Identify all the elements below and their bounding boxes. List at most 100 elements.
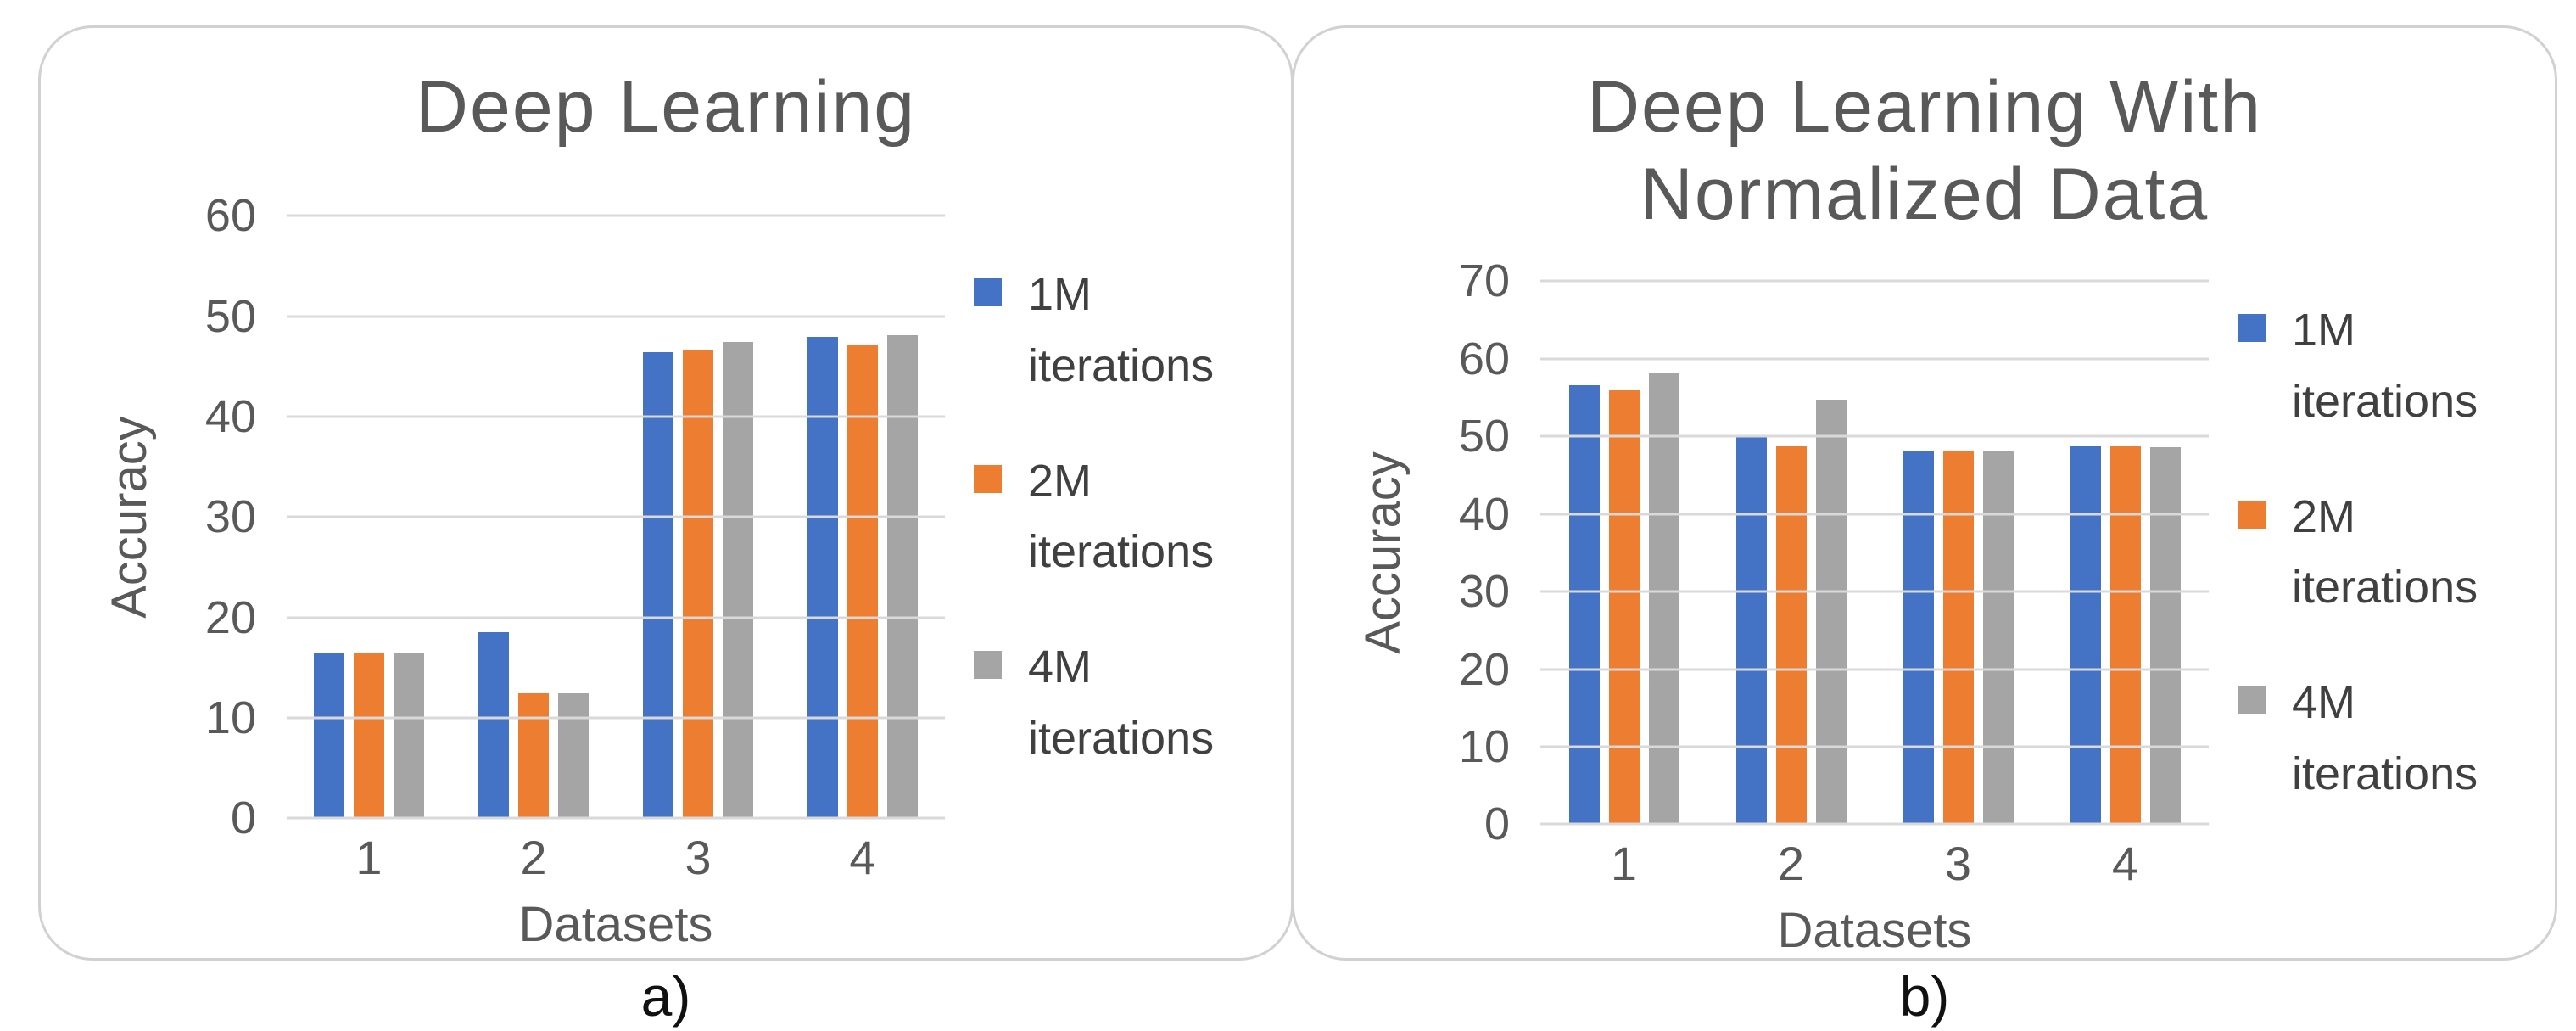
bar-2m-cat4 [2109, 446, 2141, 825]
bar-group-3 [616, 216, 780, 819]
bar-2m-cat2 [518, 693, 549, 819]
legend-label-line: iterations [2292, 562, 2478, 614]
x-axis-ticks: 1 2 3 4 [1540, 824, 2209, 902]
bar-group-1 [287, 216, 451, 819]
y-axis-title: Accuracy [101, 415, 157, 619]
bar-1m-cat3 [1903, 450, 1934, 825]
plot-column: 0 10 20 30 40 50 60 70 1 2 3 4 Datasets [1422, 258, 2209, 959]
bars-layer [287, 216, 945, 819]
y-axis-ticks: 0 10 20 30 40 50 60 70 [1422, 258, 1540, 847]
gridline-y-10 [287, 716, 945, 720]
y-tick-label-0: 0 [230, 793, 256, 844]
x-tick-label-2: 2 [1777, 836, 1805, 890]
legend-label-line: iterations [1028, 712, 1215, 764]
legend-label-line: 4M [2292, 677, 2356, 729]
gridline-y-30 [287, 515, 945, 518]
legend-label: 2M iterations [2292, 482, 2506, 624]
chart-panel-b: Deep Learning With Normalized Data Accura… [1292, 25, 2557, 961]
legend-item-2m: 2M iterations [974, 446, 1242, 588]
chart-body: Accuracy 0 10 20 30 40 50 60 70 1 2 3 4 Datasets 1… [1344, 258, 2506, 959]
bar-1m-cat4 [807, 337, 838, 819]
y-tick-label-10: 10 [1458, 720, 1510, 772]
y-tick-label-70: 70 [1458, 255, 1510, 307]
x-tick-label-4: 4 [2111, 836, 2139, 890]
chart-title: Deep Learning With Normalized Data [1344, 64, 2506, 238]
legend-label-line: 2M [1028, 455, 1092, 507]
x-axis-title: Datasets [1777, 903, 1972, 959]
legend: 1M iterations 2M iterations 4M iterations [2209, 281, 2506, 824]
legend-swatch-icon [2238, 500, 2266, 529]
bar-4m-cat1 [1648, 373, 1679, 825]
bar-group-4 [2042, 281, 2209, 825]
x-axis-ticks: 1 2 3 4 [287, 818, 945, 896]
legend-swatch-icon [974, 650, 1002, 679]
legend-label: 4M iterations [1028, 632, 1242, 774]
plot-area [1540, 279, 2209, 826]
bar-4m-cat4 [2149, 447, 2181, 825]
legend-label-line: 2M [2292, 490, 2356, 542]
plot-row: 0 10 20 30 40 50 60 70 [1422, 258, 2209, 847]
gridline-y-20 [287, 616, 945, 619]
bar-1m-cat4 [2070, 446, 2101, 825]
bar-4m-cat1 [394, 653, 424, 819]
chart-body: Accuracy 0 10 20 30 40 50 60 1 2 3 4 Datasets 1M i… [90, 193, 1242, 953]
legend-item-2m: 2M iterations [2238, 482, 2506, 624]
legend-label-line: 1M [1028, 269, 1092, 321]
caption-b: b) [1899, 965, 1950, 1028]
legend-swatch-icon [2238, 314, 2266, 343]
bar-1m-cat2 [478, 632, 509, 819]
bar-4m-cat2 [558, 693, 589, 819]
gridline-y-10 [1540, 745, 2209, 748]
legend-item-4m: 4M iterations [974, 632, 1242, 774]
chart-panel-a: Deep Learning Accuracy 0 10 20 30 40 50 60 1 2 3… [38, 25, 1294, 961]
gridline-y-30 [1540, 590, 2209, 593]
bar-group-2 [1707, 281, 1875, 825]
legend-label: 1M iterations [1028, 260, 1242, 401]
legend-label: 1M iterations [2292, 295, 2506, 437]
bar-4m-cat3 [1982, 451, 2014, 825]
y-tick-label-60: 60 [204, 190, 256, 242]
plot-column: 0 10 20 30 40 50 60 1 2 3 4 Datasets [168, 193, 945, 953]
x-tick-label-1: 1 [1610, 836, 1638, 890]
legend-label-line: 4M [1028, 641, 1092, 692]
legend-label-line: iterations [1028, 339, 1215, 391]
x-axis-title: Datasets [518, 897, 713, 953]
plot-row: 0 10 20 30 40 50 60 [168, 193, 945, 841]
bar-4m-cat3 [723, 342, 753, 819]
gridline-y-0 [1540, 822, 2209, 826]
x-tick-label-3: 3 [685, 830, 712, 884]
bar-2m-cat3 [1942, 450, 1974, 825]
bar-1m-cat3 [643, 352, 673, 819]
bar-group-2 [451, 216, 616, 819]
y-tick-label-0: 0 [1484, 798, 1510, 850]
bar-2m-cat4 [847, 344, 878, 819]
y-tick-label-30: 30 [1458, 566, 1510, 618]
y-tick-label-10: 10 [204, 692, 256, 743]
legend-label-line: 1M [2292, 305, 2356, 356]
chart-title-line: Normalized Data [1640, 154, 2210, 236]
y-axis-title-column: Accuracy [1344, 281, 1422, 824]
y-tick-label-20: 20 [204, 591, 256, 643]
y-tick-label-50: 50 [204, 290, 256, 342]
chart-title: Deep Learning [90, 64, 1242, 151]
plot-area [287, 214, 945, 820]
y-tick-label-60: 60 [1458, 333, 1510, 384]
legend-label-line: iterations [2292, 376, 2478, 427]
bar-2m-cat3 [683, 350, 713, 819]
bar-2m-cat1 [354, 653, 384, 819]
y-axis-title: Accuracy [1355, 451, 1411, 654]
y-tick-label-30: 30 [204, 491, 256, 543]
bar-4m-cat2 [1815, 400, 1847, 825]
bar-1m-cat2 [1735, 436, 1767, 825]
bar-1m-cat1 [1568, 384, 1600, 825]
y-tick-label-40: 40 [204, 390, 256, 442]
bar-group-3 [1875, 281, 2042, 825]
legend-label: 4M iterations [2292, 668, 2506, 810]
x-tick-label-2: 2 [520, 830, 547, 884]
legend-swatch-icon [974, 464, 1002, 493]
gridline-y-50 [287, 315, 945, 318]
legend-label: 2M iterations [1028, 446, 1242, 588]
y-tick-label-40: 40 [1458, 488, 1510, 540]
bar-4m-cat4 [887, 335, 918, 819]
